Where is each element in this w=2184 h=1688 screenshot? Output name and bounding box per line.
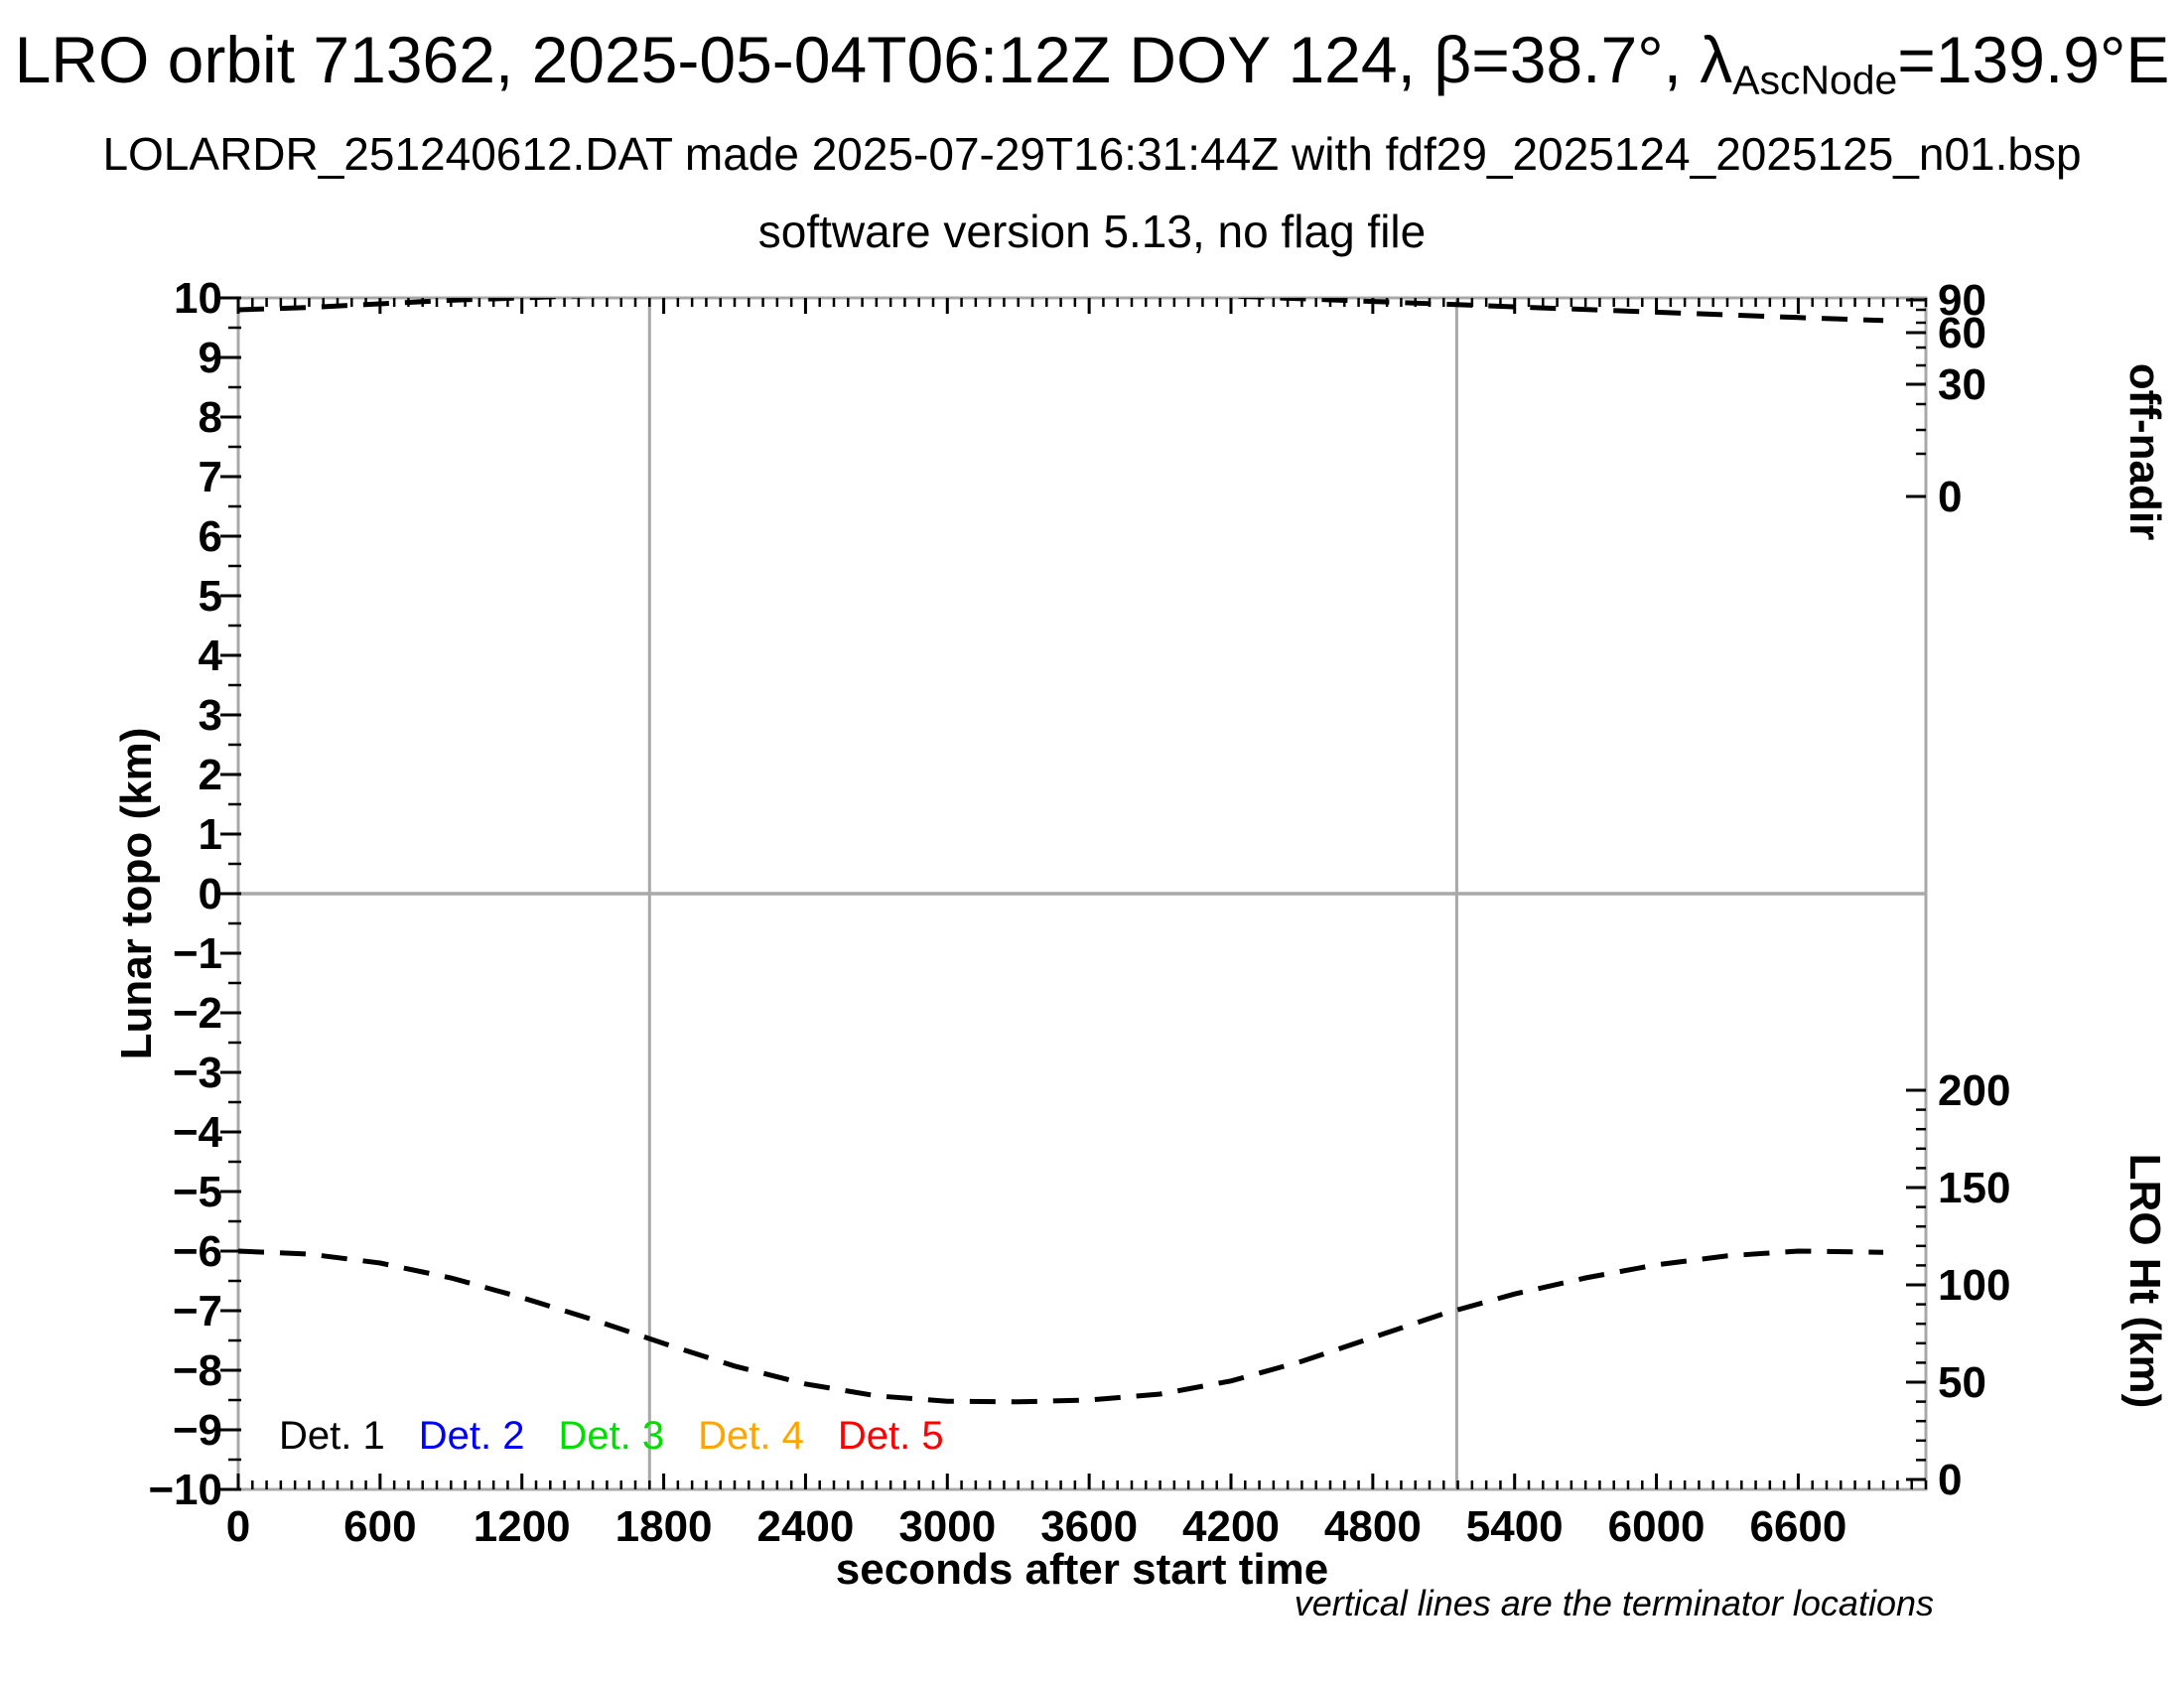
x-tick-label: 5400 — [1466, 1502, 1564, 1551]
y-tick-label: −4 — [173, 1108, 223, 1157]
legend-item-det5: Det. 5 — [837, 1414, 944, 1458]
off-nadir-curve — [238, 298, 1884, 324]
y-tick-label: 10 — [174, 274, 222, 323]
y-tick-label: 4 — [199, 632, 223, 680]
off-nadir-tick-label: 60 — [1938, 309, 1986, 357]
lro-ht-tick-label: 50 — [1938, 1358, 1986, 1407]
lro-ht-tick-label: 150 — [1938, 1164, 2010, 1212]
x-tick-label: 0 — [226, 1502, 250, 1551]
plot-title-subscript: AscNode — [1732, 57, 1898, 103]
y-tick-label: −1 — [173, 929, 222, 978]
x-tick-label: 3600 — [1040, 1502, 1138, 1551]
x-axis-title: seconds after start time — [835, 1545, 1329, 1594]
y-tick-label: −5 — [173, 1168, 222, 1216]
y-tick-label: −8 — [173, 1346, 222, 1395]
off-nadir-tick-label: 0 — [1938, 473, 1962, 521]
y-tick-label: −7 — [173, 1287, 222, 1336]
x-tick-label: 600 — [343, 1502, 416, 1551]
lro-ht-tick-label: 100 — [1938, 1261, 2010, 1310]
lro-height-curve — [238, 1248, 1884, 1405]
plot-title: LRO orbit 71362, 2025-05-04T06:12Z DOY 1… — [0, 22, 2184, 103]
y-tick-label: 9 — [199, 334, 222, 382]
legend-item-det2: Det. 2 — [418, 1414, 525, 1458]
legend-item-det4: Det. 4 — [698, 1414, 804, 1458]
x-tick-label: 4800 — [1324, 1502, 1422, 1551]
y-tick-label: 5 — [199, 572, 222, 621]
off-nadir-tick-label: 90 — [1938, 276, 1986, 325]
lro-ht-tick-label: 0 — [1938, 1456, 1962, 1504]
y-tick-label: 8 — [199, 393, 222, 442]
y-tick-label: −9 — [173, 1406, 222, 1455]
terminator-note: vertical lines are the terminator locati… — [1294, 1583, 1934, 1623]
plot-title-text: LRO orbit 71362, 2025-05-04T06:12Z DOY 1… — [14, 23, 1733, 96]
x-tick-label: 2400 — [756, 1502, 854, 1551]
y-tick-label: 3 — [199, 691, 222, 740]
x-tick-label: 6600 — [1749, 1502, 1846, 1551]
y-tick-label: 6 — [199, 512, 222, 561]
plot-subtitle-filename: LOLARDR_251240612.DAT made 2025-07-29T16… — [102, 128, 2082, 180]
y-tick-label: −2 — [173, 989, 222, 1038]
y-tick-label: 1 — [199, 810, 222, 859]
legend-item-det1: Det. 1 — [279, 1414, 385, 1458]
x-tick-label: 1800 — [615, 1502, 713, 1551]
y-tick-label: −6 — [173, 1227, 222, 1276]
plot-subtitle-software: software version 5.13, no flag file — [757, 206, 1427, 257]
y-tick-label: 2 — [199, 751, 222, 799]
y-axis-title-lro-ht: LRO Ht (km) — [2120, 1153, 2169, 1409]
off-nadir-tick-label: 30 — [1938, 360, 1986, 409]
y-tick-label: 7 — [199, 453, 222, 501]
legend-item-det3: Det. 3 — [558, 1414, 665, 1458]
x-tick-label: 4200 — [1182, 1502, 1280, 1551]
y-axis-title-off-nadir: off-nadir — [2120, 362, 2169, 541]
x-tick-label: 6000 — [1608, 1502, 1706, 1551]
y-tick-label: −10 — [148, 1466, 222, 1514]
plot-title-tail: =139.9°E — [1897, 23, 2170, 96]
x-tick-label: 1200 — [474, 1502, 571, 1551]
y-axis-title-lunar-topo: Lunar topo (km) — [112, 727, 161, 1060]
y-tick-label: −3 — [173, 1049, 222, 1097]
lro-ht-tick-label: 200 — [1938, 1066, 2010, 1115]
detector-legend: Det. 1 Det. 2 Det. 3 Det. 4 Det. 5 — [279, 1414, 944, 1459]
y-tick-label: 0 — [199, 870, 222, 918]
x-tick-label: 3000 — [898, 1502, 996, 1551]
